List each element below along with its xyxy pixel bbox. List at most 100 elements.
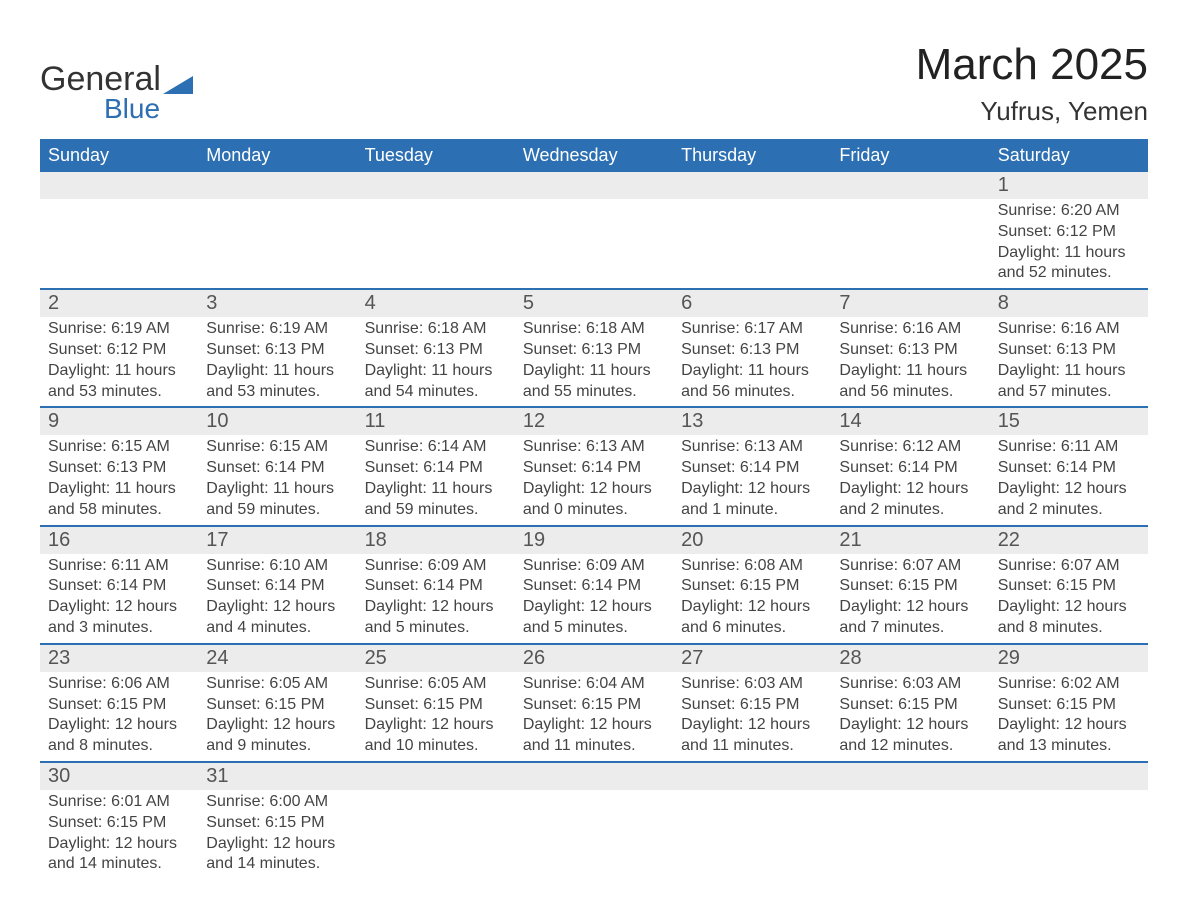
day-number-cell: 31 xyxy=(198,763,356,790)
day-number-row: 3031 xyxy=(40,763,1148,790)
day-data-cell: Sunrise: 6:05 AMSunset: 6:15 PMDaylight:… xyxy=(198,672,356,761)
sunset-line: Sunset: 6:14 PM xyxy=(206,458,348,479)
sunset-line: Sunset: 6:13 PM xyxy=(206,340,348,361)
sunset-line: Sunset: 6:15 PM xyxy=(48,695,190,716)
day-number-cell: 29 xyxy=(990,645,1148,672)
location: Yufrus, Yemen xyxy=(916,96,1148,127)
sunrise-line: Sunrise: 6:11 AM xyxy=(48,556,190,577)
sunrise-line: Sunrise: 6:15 AM xyxy=(206,437,348,458)
daylight-line: Daylight: 11 hours and 53 minutes. xyxy=(48,361,190,403)
daylight-line: Daylight: 11 hours and 52 minutes. xyxy=(998,243,1140,285)
day-number-row: 23242526272829 xyxy=(40,645,1148,672)
day-data-cell: Sunrise: 6:03 AMSunset: 6:15 PMDaylight:… xyxy=(831,672,989,761)
day-number-cell: 6 xyxy=(673,290,831,317)
day-number-cell: 20 xyxy=(673,527,831,554)
sunset-line: Sunset: 6:14 PM xyxy=(365,458,507,479)
day-number-cell xyxy=(515,763,673,790)
sunrise-line: Sunrise: 6:13 AM xyxy=(523,437,665,458)
day-data-row: Sunrise: 6:11 AMSunset: 6:14 PMDaylight:… xyxy=(40,554,1148,643)
day-data-cell xyxy=(40,199,198,288)
day-number-cell: 7 xyxy=(831,290,989,317)
sunrise-line: Sunrise: 6:06 AM xyxy=(48,674,190,695)
daylight-line: Daylight: 12 hours and 4 minutes. xyxy=(206,597,348,639)
day-data-row: Sunrise: 6:01 AMSunset: 6:15 PMDaylight:… xyxy=(40,790,1148,879)
sunrise-line: Sunrise: 6:15 AM xyxy=(48,437,190,458)
sunset-line: Sunset: 6:15 PM xyxy=(48,813,190,834)
sunset-line: Sunset: 6:14 PM xyxy=(365,576,507,597)
sunrise-line: Sunrise: 6:19 AM xyxy=(48,319,190,340)
daylight-line: Daylight: 12 hours and 11 minutes. xyxy=(681,715,823,757)
day-number-cell: 18 xyxy=(357,527,515,554)
calendar-body: 1 Sunrise: 6:20 AMSunset: 6:12 PMDayligh… xyxy=(40,172,1148,879)
daylight-line: Daylight: 12 hours and 13 minutes. xyxy=(998,715,1140,757)
day-number-cell xyxy=(990,763,1148,790)
day-data-cell xyxy=(515,199,673,288)
sunset-line: Sunset: 6:15 PM xyxy=(839,576,981,597)
day-data-row: Sunrise: 6:15 AMSunset: 6:13 PMDaylight:… xyxy=(40,435,1148,524)
day-data-cell: Sunrise: 6:11 AMSunset: 6:14 PMDaylight:… xyxy=(990,435,1148,524)
title-block: March 2025 Yufrus, Yemen xyxy=(916,40,1148,127)
sunset-line: Sunset: 6:15 PM xyxy=(681,695,823,716)
day-data-cell: Sunrise: 6:10 AMSunset: 6:14 PMDaylight:… xyxy=(198,554,356,643)
day-number-cell: 25 xyxy=(357,645,515,672)
weekday-header: Tuesday xyxy=(357,139,515,172)
day-data-cell xyxy=(515,790,673,879)
sunrise-line: Sunrise: 6:13 AM xyxy=(681,437,823,458)
day-number-cell: 1 xyxy=(990,172,1148,199)
sunset-line: Sunset: 6:13 PM xyxy=(48,458,190,479)
day-data-cell: Sunrise: 6:08 AMSunset: 6:15 PMDaylight:… xyxy=(673,554,831,643)
calendar-table: SundayMondayTuesdayWednesdayThursdayFrid… xyxy=(40,139,1148,879)
sunset-line: Sunset: 6:12 PM xyxy=(48,340,190,361)
sunrise-line: Sunrise: 6:05 AM xyxy=(365,674,507,695)
day-number-cell xyxy=(357,172,515,199)
sunset-line: Sunset: 6:12 PM xyxy=(998,222,1140,243)
day-data-cell: Sunrise: 6:20 AMSunset: 6:12 PMDaylight:… xyxy=(990,199,1148,288)
weekday-header: Wednesday xyxy=(515,139,673,172)
day-number-cell: 4 xyxy=(357,290,515,317)
day-data-cell: Sunrise: 6:16 AMSunset: 6:13 PMDaylight:… xyxy=(990,317,1148,406)
day-data-cell: Sunrise: 6:18 AMSunset: 6:13 PMDaylight:… xyxy=(515,317,673,406)
day-data-cell: Sunrise: 6:15 AMSunset: 6:14 PMDaylight:… xyxy=(198,435,356,524)
sunset-line: Sunset: 6:15 PM xyxy=(206,813,348,834)
sunset-line: Sunset: 6:15 PM xyxy=(365,695,507,716)
sunset-line: Sunset: 6:13 PM xyxy=(365,340,507,361)
day-number-cell xyxy=(357,763,515,790)
daylight-line: Daylight: 12 hours and 5 minutes. xyxy=(365,597,507,639)
sunrise-line: Sunrise: 6:01 AM xyxy=(48,792,190,813)
sunset-line: Sunset: 6:14 PM xyxy=(839,458,981,479)
day-number-cell: 9 xyxy=(40,408,198,435)
daylight-line: Daylight: 12 hours and 6 minutes. xyxy=(681,597,823,639)
day-number-cell: 23 xyxy=(40,645,198,672)
day-number-row: 1 xyxy=(40,172,1148,199)
day-number-row: 9101112131415 xyxy=(40,408,1148,435)
sunrise-line: Sunrise: 6:09 AM xyxy=(365,556,507,577)
day-number-cell xyxy=(673,172,831,199)
sunrise-line: Sunrise: 6:09 AM xyxy=(523,556,665,577)
weekday-header-row: SundayMondayTuesdayWednesdayThursdayFrid… xyxy=(40,139,1148,172)
daylight-line: Daylight: 12 hours and 2 minutes. xyxy=(839,479,981,521)
sunrise-line: Sunrise: 6:19 AM xyxy=(206,319,348,340)
month-title: March 2025 xyxy=(916,40,1148,90)
day-data-cell xyxy=(357,790,515,879)
day-number-cell: 17 xyxy=(198,527,356,554)
daylight-line: Daylight: 12 hours and 5 minutes. xyxy=(523,597,665,639)
sunset-line: Sunset: 6:15 PM xyxy=(681,576,823,597)
day-data-cell: Sunrise: 6:06 AMSunset: 6:15 PMDaylight:… xyxy=(40,672,198,761)
day-data-cell: Sunrise: 6:02 AMSunset: 6:15 PMDaylight:… xyxy=(990,672,1148,761)
sunrise-line: Sunrise: 6:17 AM xyxy=(681,319,823,340)
day-number-cell xyxy=(40,172,198,199)
day-data-cell: Sunrise: 6:01 AMSunset: 6:15 PMDaylight:… xyxy=(40,790,198,879)
daylight-line: Daylight: 11 hours and 55 minutes. xyxy=(523,361,665,403)
sunset-line: Sunset: 6:15 PM xyxy=(998,576,1140,597)
sunrise-line: Sunrise: 6:04 AM xyxy=(523,674,665,695)
day-number-cell: 30 xyxy=(40,763,198,790)
sunset-line: Sunset: 6:14 PM xyxy=(998,458,1140,479)
day-number-cell: 28 xyxy=(831,645,989,672)
sunrise-line: Sunrise: 6:16 AM xyxy=(998,319,1140,340)
day-data-row: Sunrise: 6:19 AMSunset: 6:12 PMDaylight:… xyxy=(40,317,1148,406)
daylight-line: Daylight: 12 hours and 11 minutes. xyxy=(523,715,665,757)
weekday-header: Monday xyxy=(198,139,356,172)
day-number-cell: 12 xyxy=(515,408,673,435)
day-number-cell xyxy=(515,172,673,199)
weekday-header: Friday xyxy=(831,139,989,172)
